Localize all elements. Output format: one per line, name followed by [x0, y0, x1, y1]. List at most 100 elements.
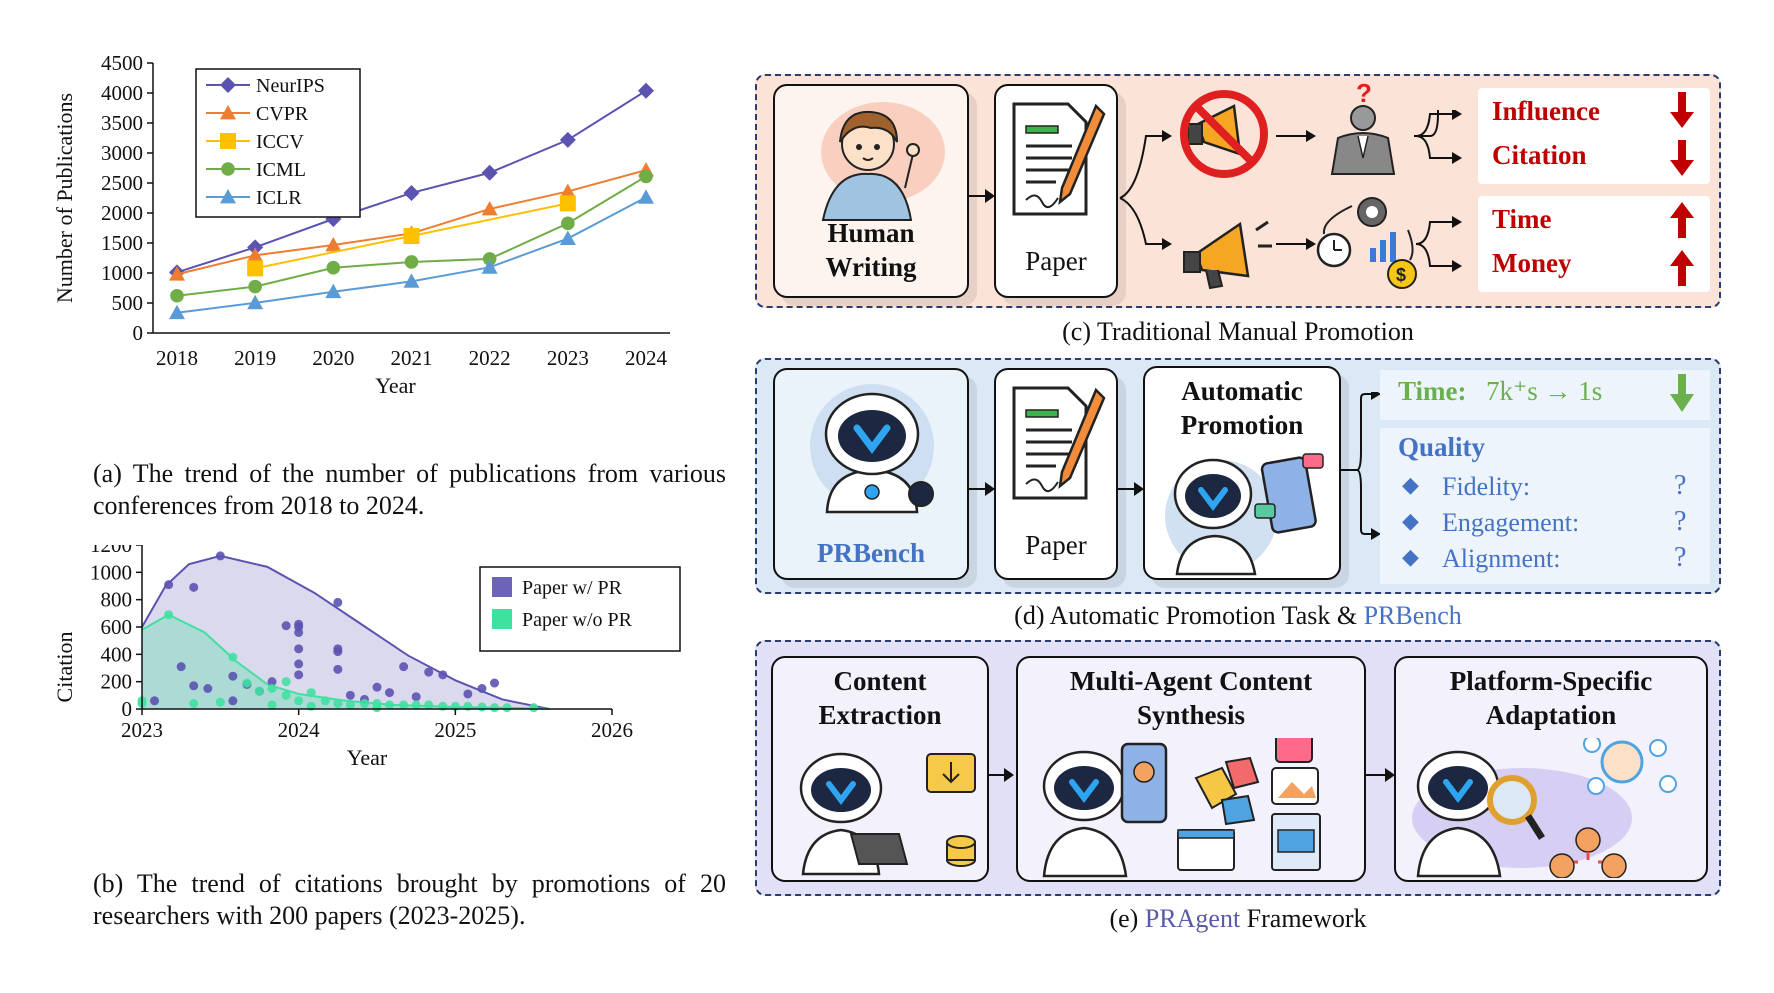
legend-swatch	[492, 577, 512, 597]
data-point-cvpr	[169, 266, 185, 281]
y-tick-label: 400	[101, 642, 133, 666]
scatter-point-0	[228, 671, 238, 681]
series-envelope-0	[141, 554, 550, 710]
scatter-point-1	[294, 696, 304, 706]
person-icon	[821, 102, 945, 221]
scatter-point-0	[215, 551, 225, 561]
negative-outcomes-box	[1478, 88, 1710, 184]
scatter-point-0	[281, 621, 291, 631]
data-point-iclr	[638, 189, 654, 204]
robot-magnifier-icon	[1412, 738, 1677, 878]
paper-document-icon	[1012, 102, 1106, 216]
data-point-iclr	[559, 230, 576, 245]
no-megaphone-icon	[1180, 90, 1268, 178]
robot-phone-icon	[1165, 453, 1324, 576]
x-tick-label: 2020	[312, 346, 354, 370]
robot-icon	[810, 384, 934, 514]
x-axis-label: Year	[347, 745, 388, 770]
data-point-iclr	[403, 273, 420, 288]
megaphone-icon	[1183, 220, 1272, 290]
arrow-up-icon	[1670, 202, 1694, 238]
panel-d-caption-prefix: (d) Automatic Promotion Task &	[1014, 601, 1364, 630]
influence-label: Influence	[1492, 96, 1600, 126]
scatter-point-1	[281, 690, 291, 700]
multi-line1: Multi-Agent Content	[1069, 666, 1313, 696]
paper-document-icon	[1012, 386, 1106, 500]
scatter-point-1	[372, 703, 382, 713]
data-point-icml	[639, 169, 653, 184]
scatter-point-0	[372, 682, 382, 692]
y-tick-label: 200	[101, 670, 133, 694]
legend-entry: ICCV	[256, 131, 304, 153]
scatter-point-1	[164, 610, 174, 620]
panel-e-caption-suffix: Framework	[1240, 904, 1367, 933]
scatter-point-0	[164, 580, 174, 590]
x-tick-label: 2019	[234, 346, 276, 370]
legend-entry: Paper w/ PR	[522, 577, 623, 599]
content-extraction-card: Content Extraction	[771, 656, 989, 882]
data-point-icml	[170, 288, 184, 303]
robot-agents-icon	[1042, 738, 1321, 878]
citation-scatter-chart: 0 200 400 600 800 1000 1200 2023 2024 2025 2026 Yea…	[52, 545, 681, 770]
scatter-point-1	[385, 700, 395, 710]
chart-a-caption: (a) The trend of the number of publicati…	[93, 459, 726, 520]
y-tick-label: 2500	[101, 171, 143, 195]
y-tick-label: 4000	[101, 81, 143, 105]
data-point-iclr	[247, 294, 264, 310]
data-point-cvpr	[325, 236, 342, 252]
x-tick-label: 2024	[278, 718, 321, 742]
publications-line-chart: 0 500 1000 1500 2000 2500 3000 3500 4000 4500 2018…	[52, 55, 670, 398]
diamond-icon: ◆	[1402, 544, 1419, 569]
y-tick-label: 800	[101, 588, 133, 612]
y-tick-label: 500	[112, 291, 144, 315]
scatter-point-0	[333, 647, 343, 657]
panel-d-caption-highlight: PRBench	[1363, 601, 1462, 630]
x-axis-label: Year	[375, 373, 416, 398]
paper-card-d: Paper	[994, 368, 1118, 580]
scatter-point-1	[215, 697, 225, 707]
x-tick-label: 2024	[625, 346, 668, 370]
x-tick-label: 2018	[156, 346, 198, 370]
robot-laptop-icon	[799, 752, 976, 876]
scatter-point-1	[359, 699, 369, 709]
legend-entry: CVPR	[256, 103, 309, 125]
automatic-line2: Promotion	[1180, 410, 1304, 440]
quality-box	[1380, 428, 1710, 584]
automatic-line1: Automatic	[1181, 376, 1303, 406]
alignment-label: Alignment:	[1442, 544, 1561, 573]
content-line1: Content	[833, 666, 927, 696]
legend-swatch	[492, 609, 512, 629]
scatter-point-0	[333, 597, 343, 607]
data-point-iclr	[481, 259, 498, 274]
scatter-point-0	[424, 667, 434, 677]
branch-arrows-d	[1341, 392, 1381, 540]
y-tick-label: 3500	[101, 111, 143, 135]
time-value: 7k⁺s → 1s	[1486, 376, 1603, 406]
x-tick-label: 2023	[547, 346, 589, 370]
legend-marker	[220, 133, 236, 149]
data-point-neurips	[638, 82, 654, 99]
automatic-promotion-card: Automatic Promotion	[1143, 366, 1341, 580]
data-point-iclr	[325, 283, 342, 299]
scatter-point-0	[411, 692, 421, 702]
branch-arrows-c	[1119, 110, 1462, 272]
diamond-icon: ◆	[1402, 472, 1419, 497]
scatter-point-0	[189, 582, 199, 592]
legend-marker	[220, 77, 236, 93]
multi-agent-synthesis-card: Multi-Agent Content Synthesis	[1016, 656, 1366, 882]
scatter-point-1	[228, 652, 238, 662]
x-tick-label: 2021	[391, 346, 433, 370]
scatter-point-1	[399, 700, 409, 710]
scatter-point-0	[399, 662, 409, 672]
scatter-point-0	[150, 696, 160, 706]
scatter-point-1	[345, 700, 355, 710]
data-point-iclr	[169, 304, 185, 320]
data-point-icml	[326, 260, 341, 275]
platform-line2: Adaptation	[1485, 700, 1617, 730]
svg-text:?: ?	[1356, 78, 1372, 108]
scatter-point-0	[176, 662, 186, 672]
scatter-point-0	[333, 664, 343, 674]
svg-text:$: $	[1396, 265, 1406, 285]
scatter-point-1	[477, 702, 487, 712]
scatter-point-1	[424, 700, 434, 710]
